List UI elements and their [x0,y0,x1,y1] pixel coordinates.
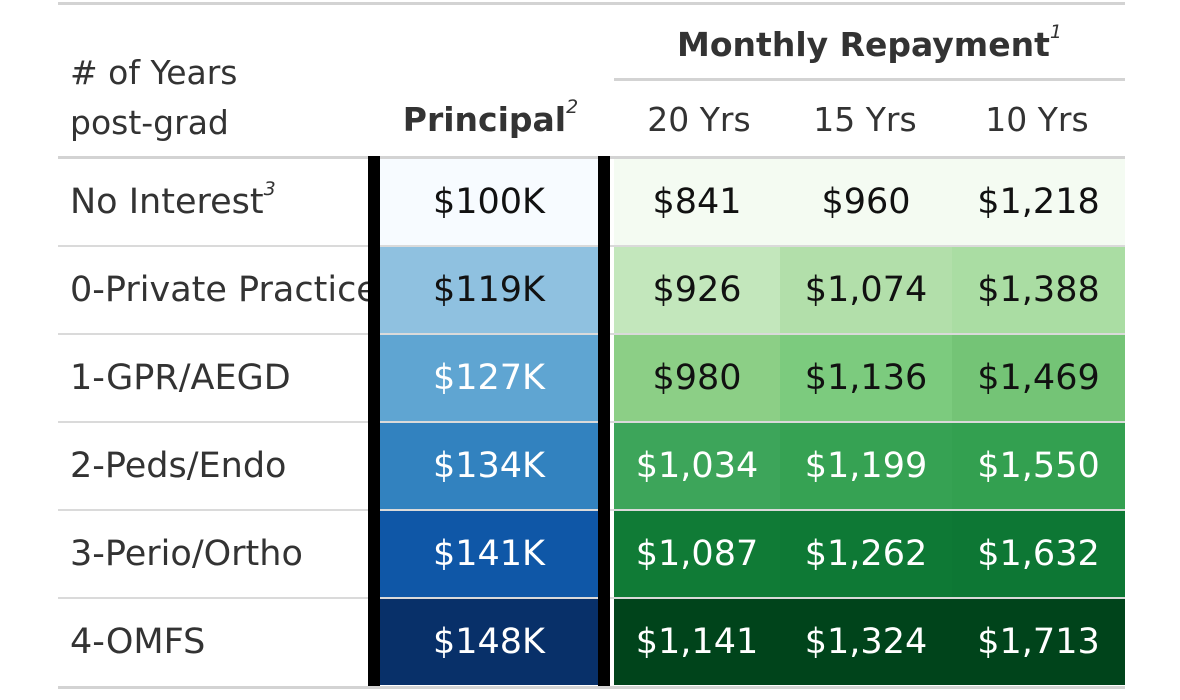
repayment-20-yrs-cell: $1,087 [614,511,780,597]
principal-cell: $148K [380,599,598,685]
repayment-10-yrs-cell: $1,550 [952,423,1125,509]
principal-header-label: Principal [402,100,567,139]
repayment-10-yrs-cell: $1,218 [952,159,1125,245]
principal-cell: $100K [380,159,598,245]
principal-column-header: Principal2 [383,95,598,145]
row-label-text: No Interest [70,182,264,222]
years-header-line1: # of Years [70,53,238,92]
repayment-10-yrs-cell: $1,469 [952,335,1125,421]
repayment-15-yrs-cell: $960 [780,159,952,245]
table-row: 2-Peds/Endo $134K $1,034 $1,199 $1,550 [58,423,1125,511]
row-label-text: 0-Private Practice [70,270,378,310]
bottom-rule [58,686,1125,689]
monthly-footnote-mark: 1 [1049,21,1062,43]
col-header-10-yrs: 10 Yrs [985,100,1089,139]
repayment-20-yrs-cell: $1,034 [614,423,780,509]
repayment-table: # of Years post-grad Principal2 Monthly … [58,0,1125,700]
principal-left-border [368,156,380,689]
header-rule [58,156,1125,159]
row-label: 0-Private Practice [58,247,380,333]
table-row: No Interest3 $100K $841 $960 $1,218 [58,159,1125,247]
principal-footnote-mark: 2 [566,96,579,118]
row-label-text: 4-OMFS [70,622,206,662]
row-divider [58,597,1125,599]
row-label: 4-OMFS [58,599,380,685]
col-header-15-yrs: 15 Yrs [813,100,917,139]
principal-right-border [598,156,610,689]
top-rule [58,2,1125,5]
repayment-10-yrs-cell: $1,632 [952,511,1125,597]
row-divider [58,245,1125,247]
row-label: 1-GPR/AEGD [58,335,380,421]
row-label: No Interest3 [58,159,380,245]
row-label: 3-Perio/Ortho [58,511,380,597]
repayment-20-yrs-cell: $926 [614,247,780,333]
table-row: 3-Perio/Ortho $141K $1,087 $1,262 $1,632 [58,511,1125,599]
row-footnote-mark: 3 [263,178,276,200]
repayment-15-yrs-cell: $1,262 [780,511,952,597]
repayment-20-yrs-cell: $980 [614,335,780,421]
monthly-repayment-spanner: Monthly Repayment1 [614,20,1125,70]
row-label: 2-Peds/Endo [58,423,380,509]
repayment-20-yrs-cell: $841 [614,159,780,245]
repayment-10-yrs-cell: $1,388 [952,247,1125,333]
repayment-15-yrs-cell: $1,136 [780,335,952,421]
repayment-15-yrs-cell: $1,074 [780,247,952,333]
row-label-text: 1-GPR/AEGD [70,358,291,398]
principal-cell: $141K [380,511,598,597]
principal-cell: $119K [380,247,598,333]
spanner-rule [614,78,1125,81]
row-divider [58,333,1125,335]
repayment-15-yrs-cell: $1,199 [780,423,952,509]
principal-cell: $134K [380,423,598,509]
row-divider [58,421,1125,423]
table-row: 0-Private Practice $119K $926 $1,074 $1,388 [58,247,1125,335]
col-header-20-yrs: 20 Yrs [647,100,751,139]
row-label-text: 2-Peds/Endo [70,446,287,486]
table-row: 4-OMFS $148K $1,141 $1,324 $1,713 [58,599,1125,685]
principal-cell: $127K [380,335,598,421]
repayment-20-yrs-cell: $1,141 [614,599,780,685]
years-column-header: # of Years post-grad [70,48,360,148]
table-row: 1-GPR/AEGD $127K $980 $1,136 $1,469 [58,335,1125,423]
years-header-line2: post-grad [70,103,229,142]
monthly-header-label: Monthly Repayment [677,25,1050,64]
repayment-10-yrs-cell: $1,713 [952,599,1125,685]
row-label-text: 3-Perio/Ortho [70,534,303,574]
repayment-15-yrs-cell: $1,324 [780,599,952,685]
row-divider [58,509,1125,511]
